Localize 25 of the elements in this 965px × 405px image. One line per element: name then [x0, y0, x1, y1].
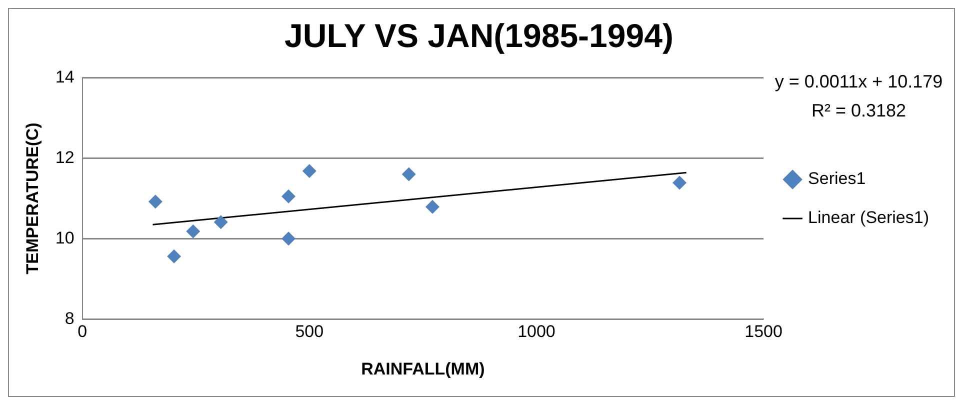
legend-label: Linear (Series1): [808, 208, 930, 228]
point: [282, 232, 296, 246]
x-tick-label: 1500: [744, 322, 782, 342]
y-tick-label: 14: [55, 67, 74, 86]
text: R² = 0.3182: [812, 100, 906, 121]
point: [402, 167, 416, 182]
x-tick-label: 500: [295, 322, 324, 342]
point: [282, 189, 296, 204]
x-tick-label: 1000: [518, 322, 556, 342]
legend-label: Series1: [808, 169, 866, 188]
point: [302, 164, 316, 178]
point: [167, 249, 182, 264]
point: [425, 200, 440, 214]
point: [148, 194, 162, 209]
y-tick-label: 10: [55, 228, 74, 248]
text: y = 0.0011x + 10.179: [774, 72, 943, 92]
y-tick-label: 8: [64, 308, 74, 328]
x-tick-label: 0: [78, 322, 88, 342]
point: [186, 224, 200, 238]
chart-title: JULY VS JAN(1985-1994): [284, 16, 674, 54]
x-axis-title: RAINFALL(MM): [361, 359, 485, 378]
point: [672, 176, 687, 190]
y-axis-title: TEMPERATURE(C): [22, 122, 42, 274]
point: [214, 215, 228, 230]
y-tick-label: 12: [55, 148, 74, 167]
